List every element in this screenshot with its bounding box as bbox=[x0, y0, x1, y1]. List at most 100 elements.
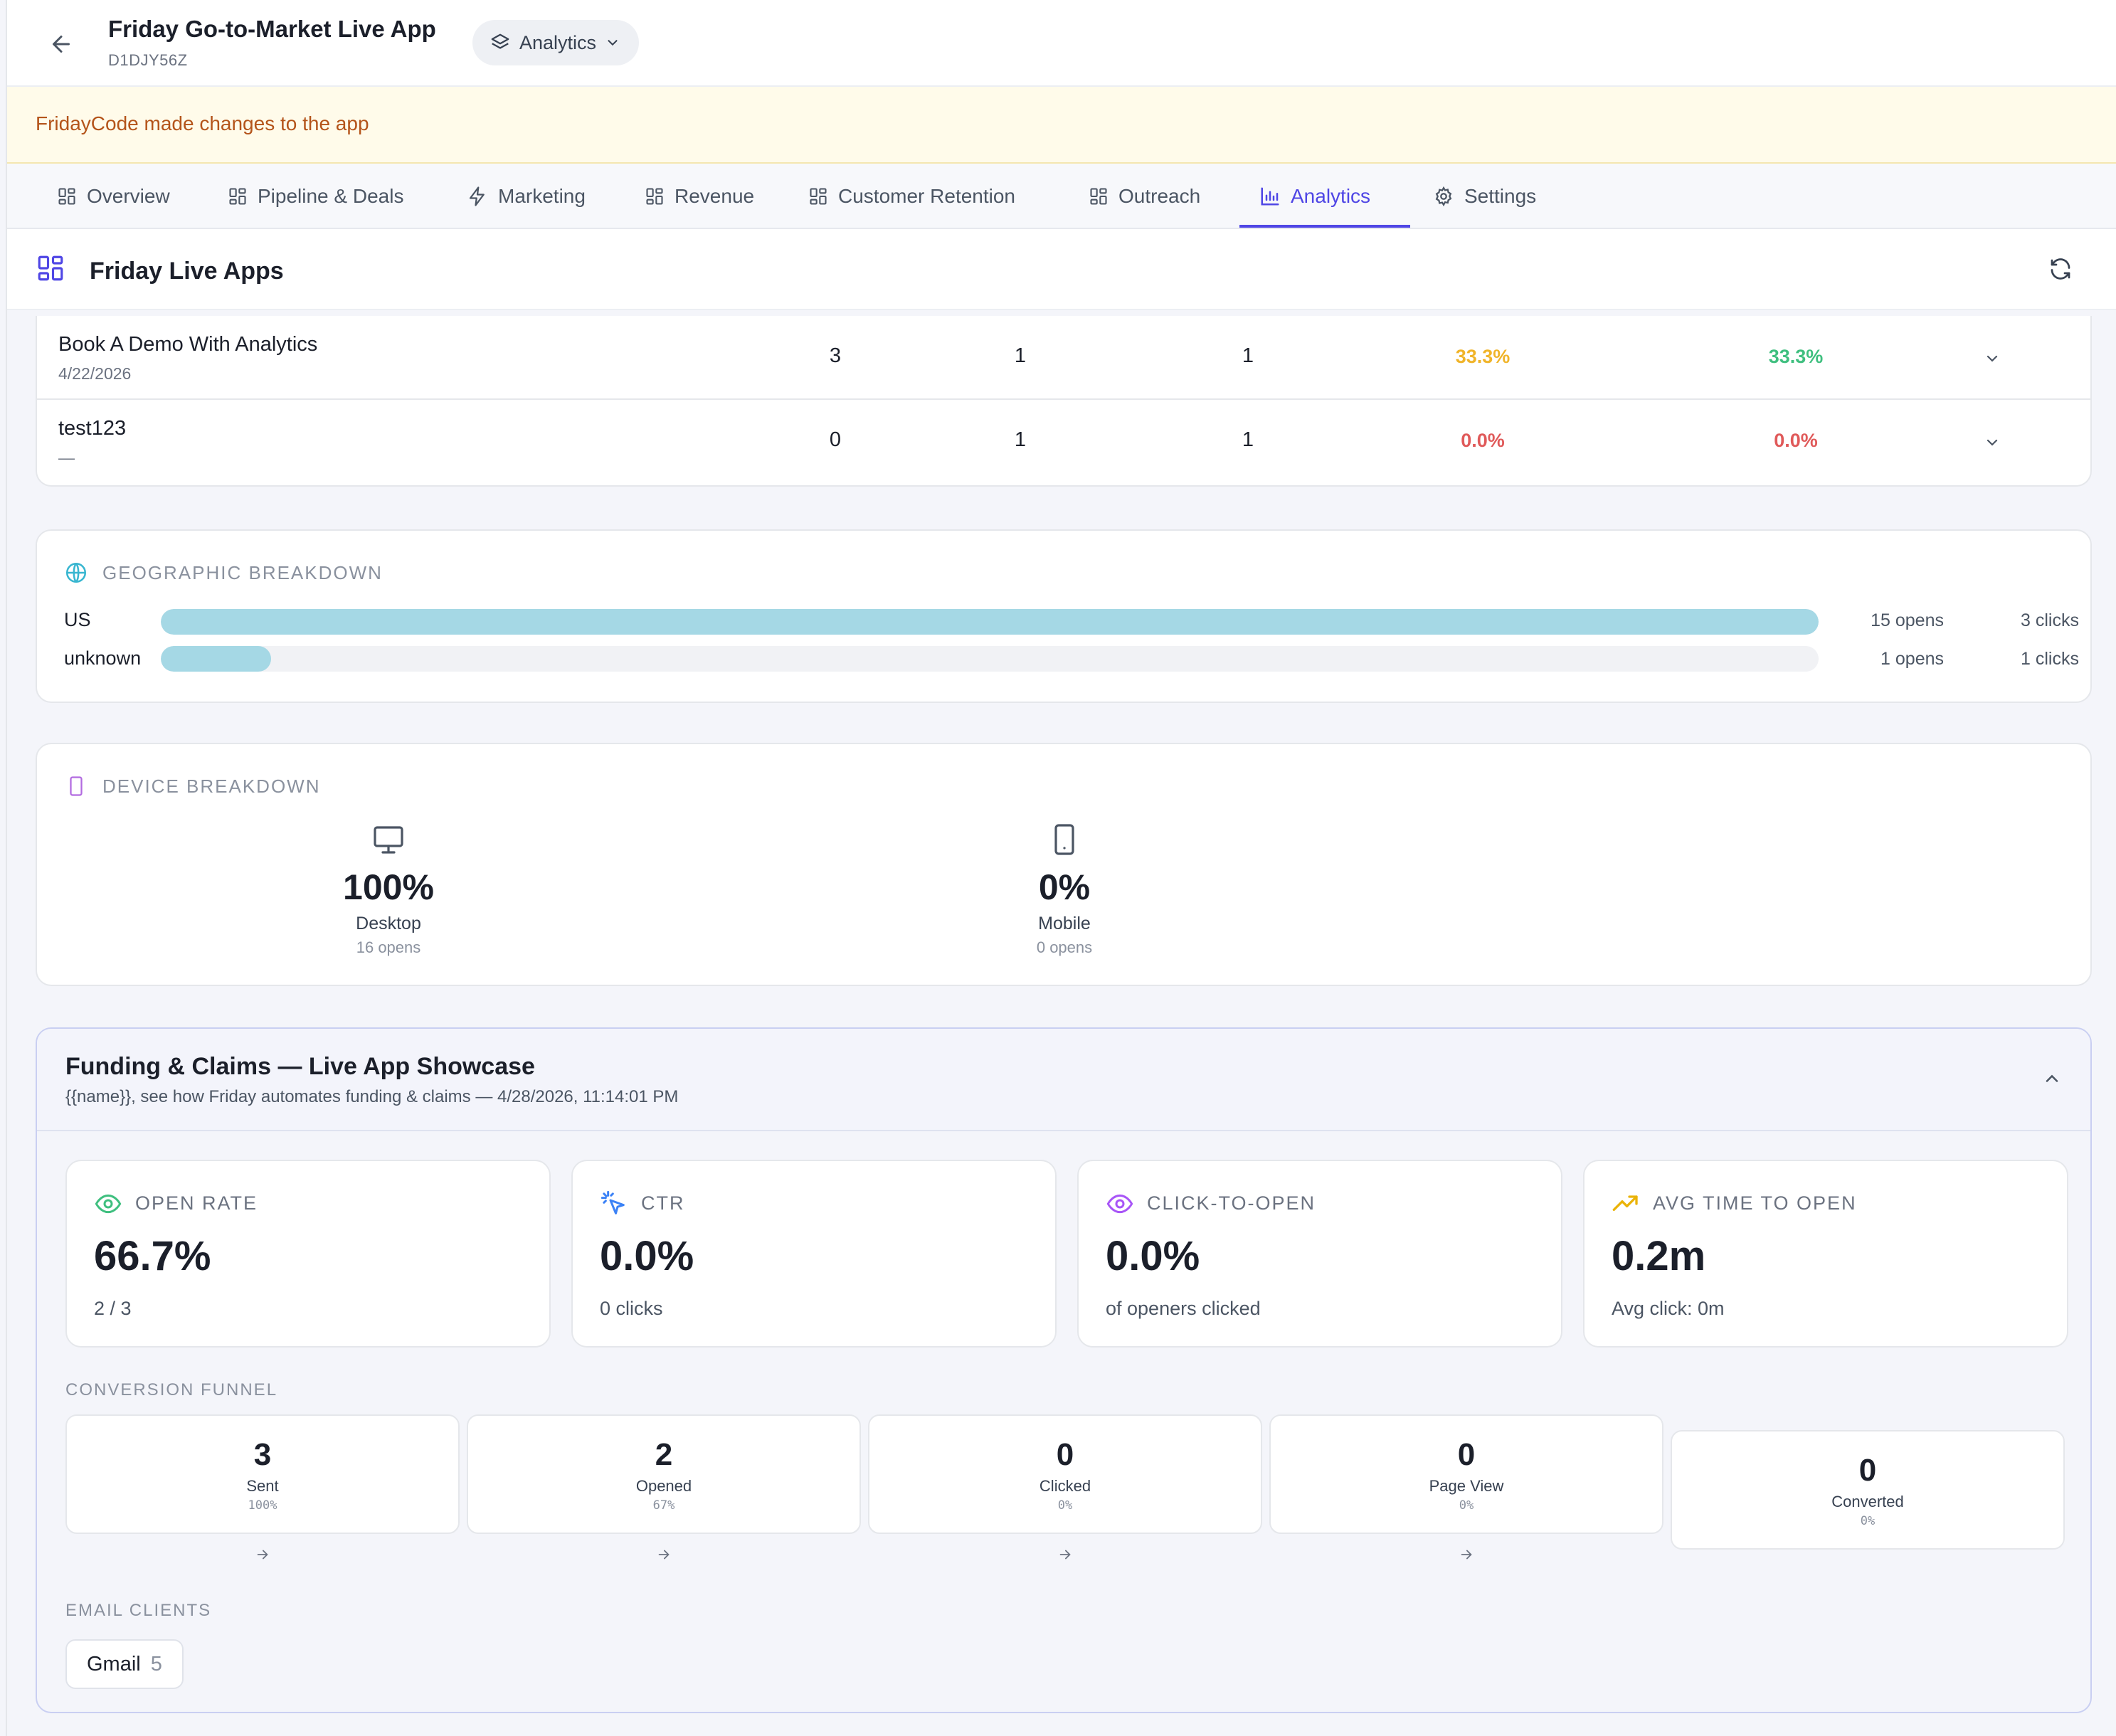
tab-customer-retention[interactable]: Customer Retention bbox=[808, 164, 1015, 229]
collapse-button[interactable] bbox=[2036, 1063, 2068, 1094]
funnel-step-page-view: 0 Page View 0% bbox=[1269, 1414, 1663, 1534]
view-selector[interactable]: Analytics bbox=[472, 20, 640, 65]
tab-label: Revenue bbox=[675, 185, 755, 207]
app-frame: Friday Go-to-Market Live App D1DJY56Z An… bbox=[6, 0, 2116, 1736]
arrow-right-icon bbox=[467, 1547, 861, 1566]
funnel-step-opened: 2 Opened 67% bbox=[467, 1414, 861, 1534]
arrow-right-icon bbox=[65, 1547, 460, 1566]
expand-row-button[interactable] bbox=[1978, 428, 2006, 457]
back-button[interactable] bbox=[44, 27, 78, 61]
layers-icon bbox=[491, 33, 509, 49]
tab-settings[interactable]: Settings bbox=[1433, 164, 1536, 229]
email-client-chip: Gmail 5 bbox=[65, 1639, 184, 1689]
device-breakdown-card: Device Breakdown 100% Desktop 16 opens 0… bbox=[36, 743, 2092, 986]
metric-sub: 2 / 3 bbox=[94, 1298, 132, 1319]
geo-clicks: 3 clicks bbox=[2021, 610, 2079, 630]
device-opens: 16 opens bbox=[356, 938, 421, 956]
card-title: Device Breakdown bbox=[102, 776, 321, 797]
funnel-pct: 0% bbox=[1057, 1498, 1073, 1513]
geo-clicks: 1 clicks bbox=[2021, 649, 2079, 669]
metric-label: CTR bbox=[641, 1192, 685, 1214]
metric-value: 0.2m bbox=[1612, 1233, 1706, 1279]
metric-open-rate: Open Rate 66.7% 2 / 3 bbox=[65, 1160, 551, 1348]
funnel-value: 0 bbox=[1457, 1437, 1476, 1472]
metric-sub: of openers clicked bbox=[1106, 1298, 1261, 1319]
metric-label: Avg Time to Open bbox=[1653, 1192, 1857, 1214]
cursor-click-icon bbox=[601, 1190, 625, 1214]
device-label: Mobile bbox=[1038, 914, 1091, 933]
funnel-pct: 0% bbox=[1459, 1498, 1474, 1513]
device-desktop: 100% Desktop 16 opens bbox=[282, 820, 495, 957]
geo-bar-fill bbox=[161, 609, 1819, 635]
funnel-label: Clicked bbox=[1039, 1477, 1091, 1495]
campaign-title: Funding & Claims — Live App Showcase bbox=[65, 1053, 535, 1080]
funnel-value: 2 bbox=[655, 1437, 673, 1472]
geo-country: unknown bbox=[64, 647, 142, 669]
metric-sub: 0 clicks bbox=[600, 1298, 663, 1319]
eye-icon bbox=[95, 1194, 122, 1214]
grid-icon bbox=[58, 188, 75, 205]
funnel-step-clicked: 0 Clicked 0% bbox=[868, 1414, 1262, 1534]
section-title: Friday Live Apps bbox=[90, 258, 284, 285]
tab-label: Marketing bbox=[498, 185, 586, 207]
active-tab-indicator bbox=[1239, 225, 1410, 228]
email-client-name: Gmail bbox=[87, 1652, 141, 1676]
change-banner: FridayCode made changes to the app bbox=[7, 87, 2116, 164]
app-id: D1DJY56Z bbox=[108, 51, 188, 69]
metric-avg-time-to-open: Avg Time to Open 0.2m Avg click: 0m bbox=[1583, 1160, 2068, 1348]
app-title: Friday Go-to-Market Live App bbox=[108, 16, 436, 42]
phone-icon bbox=[1054, 824, 1074, 855]
funnel-label: Sent bbox=[246, 1477, 279, 1495]
row-open-rate: 33.3% bbox=[1455, 346, 1511, 367]
funnel-label: Opened bbox=[635, 1477, 692, 1495]
trend-up-icon bbox=[1612, 1195, 1638, 1211]
campaign-header[interactable]: Funding & Claims — Live App Showcase {{n… bbox=[37, 1029, 2090, 1131]
row-opened: 1 bbox=[1014, 344, 1027, 367]
expand-row-button[interactable] bbox=[1978, 344, 2006, 373]
live-apps-table: Book A Demo With Analytics 4/22/2026 3 1… bbox=[36, 316, 2092, 487]
monitor-icon bbox=[374, 826, 403, 854]
refresh-button[interactable] bbox=[2043, 252, 2078, 286]
tab-pipeline-deals[interactable]: Pipeline & Deals bbox=[228, 164, 403, 229]
tab-outreach[interactable]: Outreach bbox=[1089, 164, 1200, 229]
tab-revenue[interactable]: Revenue bbox=[645, 164, 754, 229]
chevron-down-icon bbox=[1987, 355, 1998, 362]
table-row[interactable]: test123 — 0 1 1 0.0% 0.0% bbox=[37, 398, 2090, 481]
device-label: Desktop bbox=[356, 914, 421, 933]
row-clicked: 1 bbox=[1242, 344, 1254, 367]
metric-label: Open Rate bbox=[135, 1192, 258, 1214]
funnel-label: Page View bbox=[1429, 1477, 1504, 1495]
row-click-rate: 0.0% bbox=[1774, 430, 1818, 451]
card-title: Geographic Breakdown bbox=[102, 562, 383, 583]
tab-label: Overview bbox=[87, 185, 170, 207]
campaign-subtitle: {{name}}, see how Friday automates fundi… bbox=[65, 1087, 679, 1106]
section-header: Friday Live Apps bbox=[7, 229, 2116, 310]
globe-icon bbox=[65, 562, 87, 583]
view-selector-label: Analytics bbox=[519, 31, 597, 53]
funnel-step-converted: 0 Converted 0% bbox=[1671, 1430, 2065, 1550]
table-row[interactable]: Book A Demo With Analytics 4/22/2026 3 1… bbox=[37, 316, 2090, 398]
campaign-panel: Funding & Claims — Live App Showcase {{n… bbox=[36, 1027, 2092, 1713]
funnel-pct: 67% bbox=[652, 1498, 675, 1513]
email-clients-title: Email Clients bbox=[65, 1601, 212, 1620]
device-value: 100% bbox=[343, 867, 434, 907]
tab-bar: Overview Pipeline & Deals Marketing Reve… bbox=[7, 164, 2116, 229]
geo-country: US bbox=[64, 609, 91, 630]
email-client-count: 5 bbox=[150, 1652, 162, 1676]
geographic-breakdown-card: Geographic Breakdown US 15 opens 3 click… bbox=[36, 529, 2092, 703]
tab-marketing[interactable]: Marketing bbox=[467, 164, 586, 229]
bar-chart-icon bbox=[1261, 187, 1279, 206]
grid-icon bbox=[36, 253, 65, 287]
grid-icon bbox=[1090, 188, 1107, 205]
funnel-value: 0 bbox=[1858, 1453, 1877, 1488]
tab-overview[interactable]: Overview bbox=[57, 164, 170, 229]
row-name: test123 bbox=[58, 417, 127, 440]
geo-bar-track bbox=[161, 646, 1819, 672]
funnel-step-sent: 3 Sent 100% bbox=[65, 1414, 460, 1534]
arrow-left-icon bbox=[53, 36, 70, 53]
geo-bar-fill bbox=[161, 646, 272, 672]
bolt-icon bbox=[469, 186, 485, 206]
tab-analytics[interactable]: Analytics bbox=[1259, 164, 1370, 229]
tab-label: Customer Retention bbox=[838, 185, 1016, 207]
funnel-label: Converted bbox=[1831, 1493, 1904, 1510]
